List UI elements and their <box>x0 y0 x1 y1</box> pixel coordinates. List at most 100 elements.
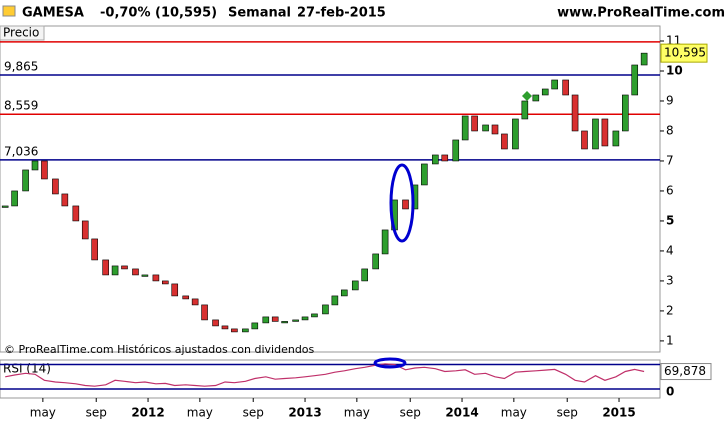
x-tick-label: may <box>187 406 213 420</box>
symbol: GAMESA <box>22 6 84 21</box>
candle <box>182 295 190 300</box>
y-tick-label: 8 <box>666 123 674 137</box>
x-tick-label: may <box>30 406 56 420</box>
candle <box>201 304 208 321</box>
candle <box>132 268 139 276</box>
footnote: © ProRealTime.com Históricos ajustados c… <box>4 343 315 356</box>
rsi-line <box>5 363 645 387</box>
x-tick-label: 2014 <box>445 406 478 420</box>
y-tick-label: 1 <box>666 333 674 347</box>
x-tick-label: 2012 <box>131 406 164 420</box>
y-tick-label: 5 <box>666 213 674 227</box>
period: Semanal <box>228 6 291 21</box>
candle <box>482 124 489 132</box>
candle <box>52 178 59 195</box>
logo <box>2 5 16 17</box>
candle <box>72 205 80 222</box>
rsi-last-label: 69,878 <box>664 364 706 378</box>
candle <box>121 265 128 270</box>
date: 27-feb-2015 <box>297 6 386 21</box>
x-tick-label: sep <box>86 406 107 420</box>
candle <box>22 169 29 192</box>
candle <box>351 280 359 291</box>
x-tick-label: 2013 <box>288 406 321 420</box>
candle <box>331 295 339 306</box>
candle <box>592 118 599 150</box>
level-label: 8,559 <box>4 99 38 113</box>
candle <box>452 139 460 162</box>
candle <box>571 94 579 132</box>
candle <box>601 118 609 147</box>
rsi-panel <box>0 359 661 399</box>
candle <box>372 253 379 270</box>
candle <box>381 229 389 255</box>
candle <box>61 193 69 207</box>
x-tick-label: may <box>501 406 527 420</box>
annotation-ellipse <box>389 163 415 243</box>
y-tick-label: 9 <box>666 93 674 107</box>
annotation-ellipse <box>373 357 407 369</box>
y-tick-label: 10 <box>666 63 683 77</box>
candle <box>141 274 149 277</box>
candle <box>262 316 270 324</box>
candle <box>31 160 39 171</box>
candle <box>471 115 478 132</box>
candle <box>402 199 409 210</box>
candle <box>322 304 329 315</box>
change: -0,70% (10,595) <box>100 6 217 21</box>
rsi-tick-label: 0 <box>666 385 674 399</box>
panel-label-box <box>0 25 45 41</box>
x-tick-label: sep <box>243 406 264 420</box>
y-tick-label: 7 <box>666 153 674 167</box>
candle <box>11 190 18 207</box>
candle <box>491 124 499 135</box>
candle <box>581 130 588 150</box>
candle <box>162 280 169 285</box>
candle <box>421 163 428 186</box>
panel-label: Precio <box>3 26 39 40</box>
candle <box>191 298 199 306</box>
y-tick-label: 4 <box>666 243 674 257</box>
candle <box>512 118 519 150</box>
y-tick-label: 2 <box>666 303 674 317</box>
candle <box>292 319 299 322</box>
candle <box>441 154 449 162</box>
x-tick-label: 2015 <box>602 406 635 420</box>
last-price-label: 10,595 <box>664 46 706 60</box>
last-price-box <box>660 43 708 63</box>
candle <box>102 259 109 276</box>
site: www.ProRealTime.com <box>557 6 725 21</box>
candle <box>171 283 179 297</box>
candle <box>281 321 288 324</box>
candle <box>41 160 48 180</box>
y-tick-label: 6 <box>666 183 674 197</box>
candle <box>221 325 229 330</box>
level-label: 9,865 <box>4 60 38 74</box>
candle <box>91 238 98 261</box>
candle <box>81 220 89 240</box>
candle <box>532 94 540 102</box>
candle <box>301 316 309 321</box>
candle <box>541 88 549 96</box>
candle <box>251 322 259 330</box>
candle <box>1 205 9 208</box>
candle <box>152 274 160 282</box>
price-panel <box>0 25 661 353</box>
signal-marker <box>522 91 532 101</box>
candle <box>212 319 219 327</box>
candle <box>562 79 569 96</box>
candle <box>551 79 558 90</box>
x-tick-label: may <box>344 406 370 420</box>
candle <box>271 316 279 322</box>
rsi-last-box <box>660 363 712 381</box>
candle <box>461 115 469 141</box>
candle <box>231 328 238 333</box>
candle <box>631 64 639 96</box>
candle <box>612 130 620 147</box>
candle <box>340 289 348 297</box>
y-tick-label: 3 <box>666 273 674 287</box>
candle <box>521 100 529 120</box>
candle <box>311 313 318 318</box>
